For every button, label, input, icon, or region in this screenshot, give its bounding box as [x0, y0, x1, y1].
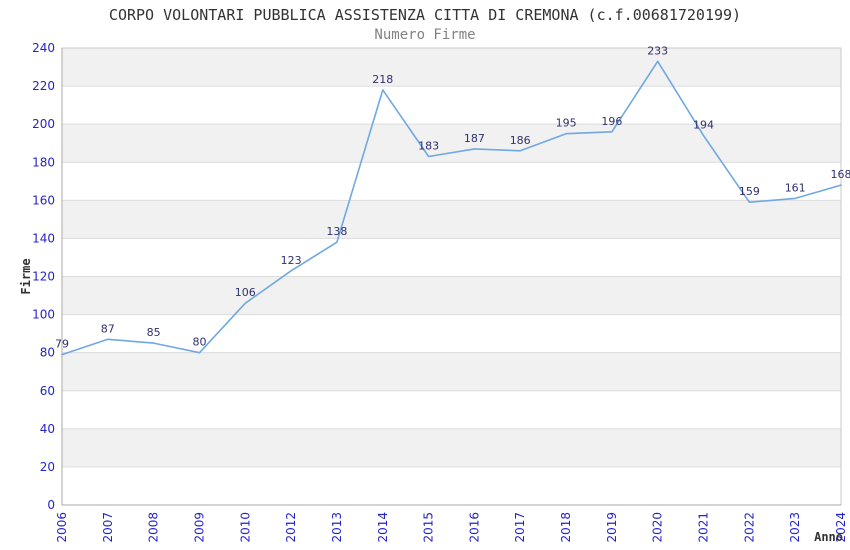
x-tick-label: 2020	[651, 512, 665, 543]
y-tick-label: 20	[40, 460, 55, 474]
x-tick-label: 2023	[788, 512, 802, 543]
x-tick-label: 2009	[193, 512, 207, 543]
y-tick-label: 0	[47, 498, 55, 512]
x-tick-label: 2017	[513, 512, 527, 543]
data-label: 195	[556, 117, 577, 130]
plot-band	[62, 276, 841, 315]
series-line	[61, 60, 842, 356]
chart-title: CORPO VOLONTARI PUBBLICA ASSISTENZA CITT…	[108, 6, 742, 24]
data-label: 79	[55, 338, 69, 351]
x-tick-label: 2014	[376, 512, 390, 543]
data-label: 196	[601, 115, 622, 128]
data-label: 106	[235, 286, 256, 299]
data-label: 194	[693, 119, 714, 132]
y-tick-label: 40	[40, 422, 55, 436]
data-label: 161	[785, 181, 806, 194]
data-label: 183	[418, 140, 439, 153]
x-tick-label: 2006	[55, 512, 69, 543]
data-label: 186	[510, 134, 531, 147]
x-tick-label: 2022	[742, 512, 756, 543]
x-tick-label: 2010	[238, 512, 252, 543]
data-label: 85	[147, 326, 161, 339]
plot-band	[62, 352, 841, 391]
data-label: 218	[372, 73, 393, 86]
data-label: 123	[281, 254, 302, 267]
y-tick-label: 140	[32, 231, 55, 245]
x-axis-title: Anno	[814, 530, 843, 544]
x-tick-label: 2008	[147, 512, 161, 543]
data-label: 187	[464, 132, 485, 145]
data-label: 138	[326, 225, 347, 238]
y-axis-title: Firme	[19, 258, 33, 294]
plot-band	[62, 428, 841, 467]
plot-band	[62, 124, 841, 163]
y-tick-label: 240	[32, 41, 55, 55]
plot-band	[62, 48, 841, 87]
plot-band	[62, 200, 841, 239]
x-tick-label: 2007	[101, 512, 115, 543]
x-tick-label: 2013	[330, 512, 344, 543]
y-tick-label: 200	[32, 117, 55, 131]
data-label: 80	[193, 336, 207, 349]
y-tick-label: 120	[32, 270, 55, 284]
x-tick-label: 2012	[284, 512, 298, 543]
x-tick-label: 2016	[467, 512, 481, 543]
x-tick-label: 2019	[605, 512, 619, 543]
chart-subtitle: Numero Firme	[374, 27, 476, 43]
data-label: 168	[831, 168, 850, 181]
y-tick-label: 80	[40, 346, 55, 360]
data-label: 87	[101, 322, 115, 335]
x-tick-label: 2024	[834, 512, 848, 543]
data-label: 233	[647, 44, 668, 57]
x-tick-label: 2015	[422, 512, 436, 543]
y-tick-label: 60	[40, 384, 55, 398]
data-label: 159	[739, 185, 760, 198]
x-tick-label: 2021	[697, 512, 711, 543]
y-tick-label: 220	[32, 79, 55, 93]
y-tick-label: 100	[32, 308, 55, 322]
y-tick-label: 160	[32, 193, 55, 207]
y-tick-label: 180	[32, 155, 55, 169]
x-tick-label: 2018	[559, 512, 573, 543]
